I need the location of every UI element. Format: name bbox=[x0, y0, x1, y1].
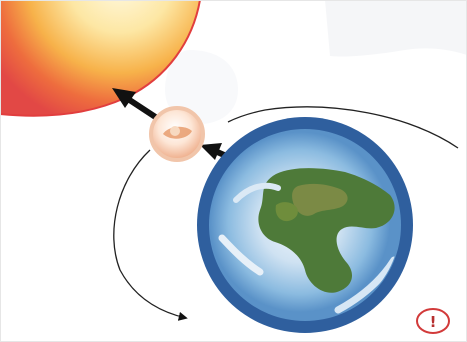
moon-orbit-upper bbox=[227, 106, 459, 149]
orbit-lines bbox=[113, 106, 459, 321]
badge-symbol: ! bbox=[430, 313, 437, 331]
earth bbox=[197, 117, 413, 333]
moon-orbit-lower bbox=[113, 149, 188, 321]
moon bbox=[149, 106, 205, 162]
watermark bbox=[165, 0, 467, 124]
warning-badge-icon: ! bbox=[416, 308, 450, 334]
arrow-toward-sun bbox=[112, 88, 162, 123]
